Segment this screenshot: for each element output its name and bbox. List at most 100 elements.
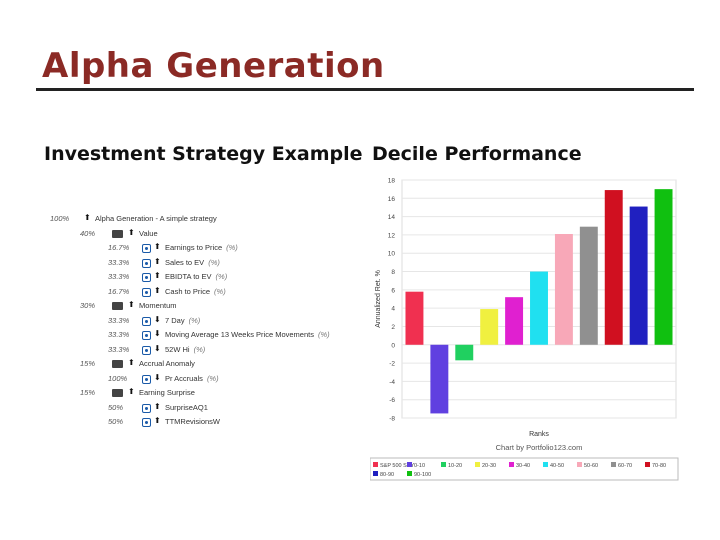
factor-icon: [142, 258, 151, 268]
strategy-row[interactable]: 33.3% ⬇ Moving Average 13 Weeks Price Move…: [48, 329, 368, 342]
y-tick-label: -4: [389, 379, 395, 386]
strategy-row[interactable]: 33.3% ⬆ EBIDTA to EV (%): [48, 271, 368, 284]
strategy-row[interactable]: 50% ⬆ SurpriseAQ1: [48, 401, 368, 415]
strategy-row[interactable]: 40% ⬆ Value: [48, 227, 368, 241]
folder-icon: [112, 302, 123, 310]
arrow-up-icon: ⬆: [154, 242, 161, 251]
strategy-weight: 30%: [80, 301, 96, 310]
legend-label: 0-10: [414, 463, 425, 469]
y-axis-label: Annualized Ret. %: [375, 270, 382, 328]
legend-swatch: [475, 462, 480, 467]
arrow-up-icon: ⬆: [128, 358, 135, 367]
strategy-fn: (%): [317, 330, 330, 339]
strategy-fn: (%): [208, 257, 220, 267]
legend-label: 90-100: [414, 472, 431, 478]
x-axis-label: Ranks: [529, 431, 549, 438]
title-underline: [36, 88, 694, 91]
arrow-up-icon: ⬆: [154, 256, 161, 266]
legend-swatch: [373, 462, 378, 467]
y-tick-label: -2: [389, 361, 395, 368]
arrow-up-icon: ⬆: [154, 401, 161, 411]
arrow-up-icon: ⬆: [154, 271, 161, 280]
factor-icon: [142, 374, 151, 384]
strategy-label: Value: [139, 228, 158, 238]
y-tick-label: -8: [389, 416, 395, 423]
arrow-down-icon: ⬇: [154, 329, 161, 338]
arrow-down-icon: ⬇: [154, 372, 161, 382]
legend-label: S&P 500 SPY: [380, 463, 414, 469]
strategy-weight: 33.3%: [108, 272, 130, 281]
chart-svg: 18 16 14 12 10 8 6 4 2 0 -2 -4 -6 -8 Annualized Ret. %…: [369, 178, 679, 481]
arrow-up-icon: ⬆: [128, 227, 135, 237]
strategy-weight: 16.7%: [108, 243, 130, 252]
right-heading: Decile Performance: [372, 143, 582, 165]
folder-icon: [112, 229, 123, 238]
folder-icon: [112, 360, 123, 368]
factor-icon: [142, 316, 151, 326]
bar-s-p-500-spy: [405, 291, 424, 345]
strategy-fn: (%): [193, 344, 206, 354]
strategy-weight: 33.3%: [108, 315, 130, 325]
strategy-row[interactable]: 33.3% ⬆ Sales to EV (%): [48, 256, 368, 270]
legend-box: [369, 457, 679, 481]
folder-icon: [112, 389, 123, 397]
y-tick-label: 14: [388, 214, 396, 221]
strategy-row[interactable]: 16.7% ⬆ Cash to Price (%): [48, 285, 368, 299]
strategy-label: Cash to Price (%): [165, 286, 226, 296]
y-tick-label: 4: [391, 306, 395, 313]
strategy-weight: 40%: [80, 228, 96, 238]
strategy-label: SurpriseAQ1: [165, 402, 208, 412]
bar-60-70: [579, 226, 598, 345]
strategy-row[interactable]: 50% ⬆ TTMRevisionsW: [48, 416, 368, 429]
bar-70-80: [604, 190, 623, 345]
y-tick-label: 6: [391, 287, 395, 294]
arrow-up-icon: ⬆: [154, 416, 161, 425]
bar-40-50: [530, 271, 548, 345]
strategy-fn: (%): [206, 373, 219, 383]
strategy-label: 52W Hi (%): [165, 344, 206, 354]
strategy-label: Momentum: [139, 301, 177, 310]
bar-20-30: [480, 309, 499, 345]
strategy-row[interactable]: 15% ⬆ Earning Surprise: [48, 387, 368, 400]
factor-icon: [142, 345, 151, 355]
strategy-row[interactable]: 33.3% ⬇ 7 Day (%): [48, 314, 368, 328]
decile-performance-chart: 18 16 14 12 10 8 6 4 2 0 -2 -4 -6 -8 Annualized Ret. %…: [369, 172, 680, 482]
strategy-row[interactable]: 100% ⬆ Alpha Generation - A simple strateg…: [48, 213, 368, 226]
legend-swatch: [407, 471, 412, 476]
strategy-label: Alpha Generation - A simple strategy: [95, 214, 217, 223]
strategy-weight: 100%: [108, 373, 128, 383]
bar-50-60: [554, 234, 573, 345]
y-tick-label: 2: [391, 324, 395, 331]
strategy-weight: 100%: [50, 214, 70, 223]
legend-label: 50-60: [584, 463, 598, 469]
arrow-up-icon: ⬆: [128, 300, 135, 309]
y-tick-label: 8: [391, 269, 395, 276]
legend-swatch: [577, 462, 582, 467]
strategy-label: Earning Surprise: [139, 388, 195, 397]
y-tick-label: 10: [388, 251, 396, 258]
strategy-fn: (%): [188, 315, 201, 325]
factor-icon: [142, 273, 151, 282]
y-tick-label: -6: [389, 397, 395, 404]
legend-label: 70-80: [652, 463, 666, 469]
chart-credit: Chart by Portfolio123.com: [496, 443, 583, 452]
strategy-weight: 50%: [108, 402, 124, 412]
y-tick-label: 16: [388, 196, 396, 203]
arrow-up-icon: ⬆: [154, 285, 161, 295]
strategy-row[interactable]: 100% ⬇ Pr Accruals (%): [48, 372, 368, 386]
strategy-label: Accrual Anomaly: [139, 359, 195, 368]
legend-swatch: [373, 471, 378, 476]
y-tick-label: 12: [388, 232, 396, 239]
strategy-label: TTMRevisionsW: [165, 417, 221, 426]
strategy-row[interactable]: 30% ⬆ Momentum: [48, 300, 368, 313]
strategy-label: Pr Accruals (%): [165, 373, 219, 383]
factor-icon: [142, 244, 151, 253]
legend-label: 80-90: [380, 472, 394, 478]
legend-label: 20-30: [482, 463, 496, 469]
strategy-weight: 33.3%: [108, 344, 130, 354]
strategy-row[interactable]: 33.3% ⬇ 52W Hi (%): [48, 344, 368, 357]
strategy-row[interactable]: 16.7% ⬆ Earnings to Price (%): [48, 242, 368, 255]
strategy-row[interactable]: 15% ⬆ Accrual Anomaly: [48, 358, 368, 371]
strategy-weight: 16.7%: [108, 286, 130, 296]
arrow-down-icon: ⬇: [154, 314, 161, 324]
